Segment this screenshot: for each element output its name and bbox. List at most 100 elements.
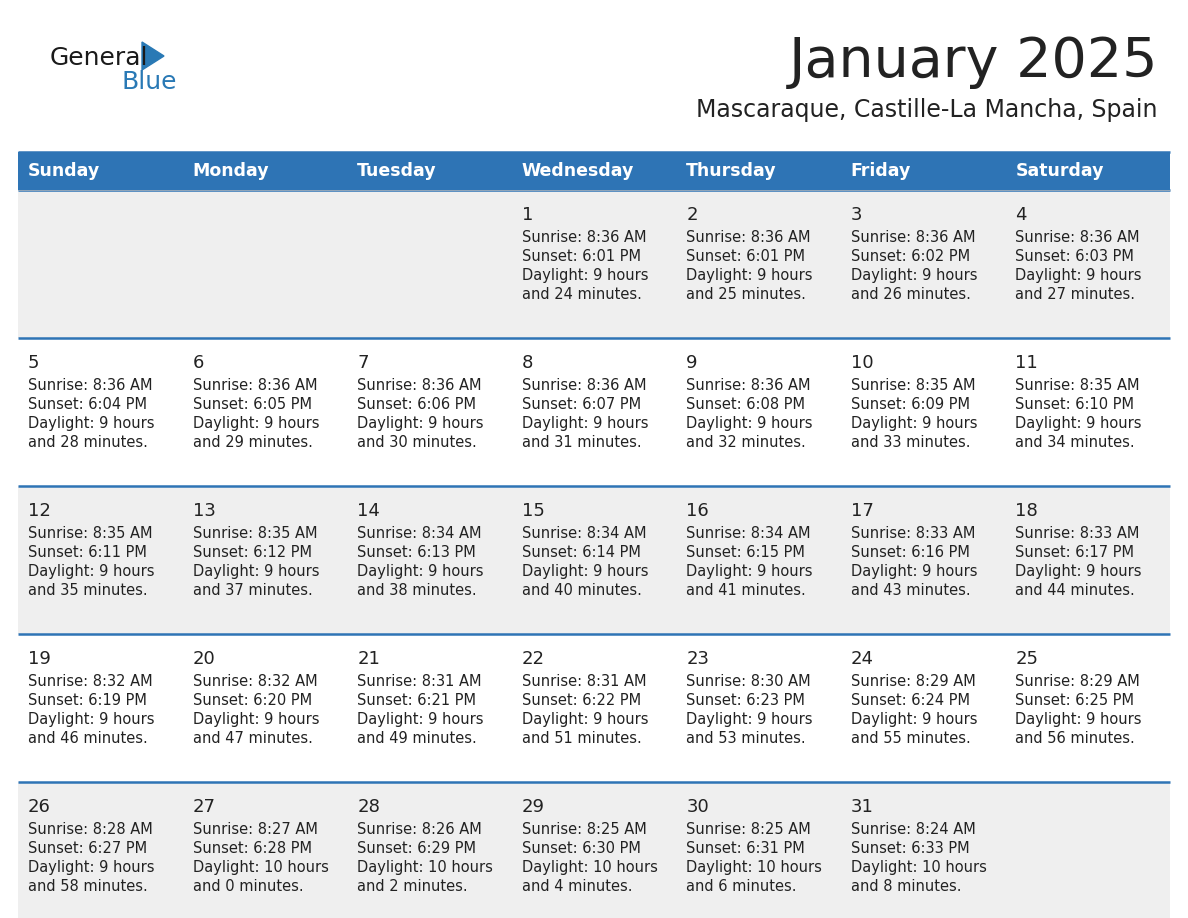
Text: Daylight: 9 hours: Daylight: 9 hours	[851, 712, 978, 727]
Text: and 34 minutes.: and 34 minutes.	[1016, 435, 1135, 450]
Text: Daylight: 9 hours: Daylight: 9 hours	[687, 416, 813, 431]
Text: 19: 19	[29, 650, 51, 668]
Text: and 29 minutes.: and 29 minutes.	[192, 435, 312, 450]
Text: Daylight: 9 hours: Daylight: 9 hours	[358, 416, 484, 431]
Text: Sunrise: 8:36 AM: Sunrise: 8:36 AM	[29, 378, 152, 393]
Text: 8: 8	[522, 354, 533, 372]
Text: Sunset: 6:05 PM: Sunset: 6:05 PM	[192, 397, 311, 412]
Text: 10: 10	[851, 354, 873, 372]
Text: 28: 28	[358, 798, 380, 816]
Text: Daylight: 10 hours: Daylight: 10 hours	[851, 860, 987, 875]
Text: 30: 30	[687, 798, 709, 816]
Text: and 41 minutes.: and 41 minutes.	[687, 583, 805, 598]
Text: 24: 24	[851, 650, 874, 668]
Bar	[18, 190, 1170, 338]
Text: Sunrise: 8:35 AM: Sunrise: 8:35 AM	[192, 526, 317, 541]
Text: Sunset: 6:08 PM: Sunset: 6:08 PM	[687, 397, 805, 412]
Text: and 51 minutes.: and 51 minutes.	[522, 731, 642, 746]
Text: 21: 21	[358, 650, 380, 668]
Text: Daylight: 10 hours: Daylight: 10 hours	[522, 860, 658, 875]
Text: Daylight: 9 hours: Daylight: 9 hours	[358, 564, 484, 579]
Text: Sunset: 6:07 PM: Sunset: 6:07 PM	[522, 397, 640, 412]
Text: Sunset: 6:11 PM: Sunset: 6:11 PM	[29, 545, 147, 560]
Text: Sunrise: 8:29 AM: Sunrise: 8:29 AM	[1016, 674, 1140, 689]
Text: Sunset: 6:33 PM: Sunset: 6:33 PM	[851, 841, 969, 856]
Text: Daylight: 9 hours: Daylight: 9 hours	[29, 712, 154, 727]
Text: and 37 minutes.: and 37 minutes.	[192, 583, 312, 598]
Text: Sunset: 6:24 PM: Sunset: 6:24 PM	[851, 693, 969, 708]
Text: Daylight: 9 hours: Daylight: 9 hours	[192, 416, 320, 431]
Text: Daylight: 10 hours: Daylight: 10 hours	[192, 860, 328, 875]
Text: Daylight: 9 hours: Daylight: 9 hours	[29, 860, 154, 875]
Text: and 0 minutes.: and 0 minutes.	[192, 879, 303, 894]
Text: Daylight: 9 hours: Daylight: 9 hours	[29, 416, 154, 431]
Text: Daylight: 9 hours: Daylight: 9 hours	[29, 564, 154, 579]
Text: and 26 minutes.: and 26 minutes.	[851, 287, 971, 302]
Text: Sunset: 6:19 PM: Sunset: 6:19 PM	[29, 693, 147, 708]
Bar	[18, 782, 1170, 918]
Text: Daylight: 10 hours: Daylight: 10 hours	[358, 860, 493, 875]
Text: Sunset: 6:09 PM: Sunset: 6:09 PM	[851, 397, 969, 412]
Text: Sunset: 6:27 PM: Sunset: 6:27 PM	[29, 841, 147, 856]
Text: January 2025: January 2025	[789, 35, 1158, 89]
Text: Sunset: 6:03 PM: Sunset: 6:03 PM	[1016, 249, 1135, 264]
Bar	[1005, 152, 1170, 190]
Text: Sunrise: 8:28 AM: Sunrise: 8:28 AM	[29, 822, 153, 837]
Text: 12: 12	[29, 502, 51, 520]
Bar	[18, 338, 1170, 486]
Text: Monday: Monday	[192, 162, 270, 180]
Text: 27: 27	[192, 798, 215, 816]
Text: General: General	[50, 46, 148, 70]
Text: Sunrise: 8:31 AM: Sunrise: 8:31 AM	[358, 674, 481, 689]
Text: Sunrise: 8:33 AM: Sunrise: 8:33 AM	[1016, 526, 1139, 541]
Text: Sunset: 6:12 PM: Sunset: 6:12 PM	[192, 545, 311, 560]
Text: Sunrise: 8:35 AM: Sunrise: 8:35 AM	[851, 378, 975, 393]
Text: Tuesday: Tuesday	[358, 162, 437, 180]
Text: Daylight: 9 hours: Daylight: 9 hours	[522, 564, 649, 579]
Text: 15: 15	[522, 502, 544, 520]
Text: and 47 minutes.: and 47 minutes.	[192, 731, 312, 746]
Text: Sunrise: 8:24 AM: Sunrise: 8:24 AM	[851, 822, 975, 837]
Text: and 24 minutes.: and 24 minutes.	[522, 287, 642, 302]
Text: Daylight: 9 hours: Daylight: 9 hours	[522, 712, 649, 727]
Text: Daylight: 9 hours: Daylight: 9 hours	[358, 712, 484, 727]
Bar	[347, 152, 512, 190]
Text: 17: 17	[851, 502, 873, 520]
Polygon shape	[143, 42, 164, 70]
Text: Sunset: 6:02 PM: Sunset: 6:02 PM	[851, 249, 969, 264]
Text: Daylight: 9 hours: Daylight: 9 hours	[687, 268, 813, 283]
Text: Sunset: 6:22 PM: Sunset: 6:22 PM	[522, 693, 640, 708]
Text: 29: 29	[522, 798, 545, 816]
Text: Daylight: 9 hours: Daylight: 9 hours	[851, 268, 978, 283]
Text: Daylight: 9 hours: Daylight: 9 hours	[192, 564, 320, 579]
Text: Sunset: 6:04 PM: Sunset: 6:04 PM	[29, 397, 147, 412]
Text: Sunset: 6:10 PM: Sunset: 6:10 PM	[1016, 397, 1135, 412]
Text: and 38 minutes.: and 38 minutes.	[358, 583, 476, 598]
Text: Daylight: 9 hours: Daylight: 9 hours	[687, 564, 813, 579]
Text: Sunrise: 8:36 AM: Sunrise: 8:36 AM	[358, 378, 481, 393]
Text: Daylight: 9 hours: Daylight: 9 hours	[851, 416, 978, 431]
Text: 5: 5	[29, 354, 39, 372]
Text: and 35 minutes.: and 35 minutes.	[29, 583, 147, 598]
Text: Sunrise: 8:35 AM: Sunrise: 8:35 AM	[1016, 378, 1140, 393]
Text: Sunrise: 8:36 AM: Sunrise: 8:36 AM	[522, 230, 646, 245]
Text: Thursday: Thursday	[687, 162, 777, 180]
Text: Sunset: 6:01 PM: Sunset: 6:01 PM	[522, 249, 640, 264]
Text: Sunrise: 8:36 AM: Sunrise: 8:36 AM	[1016, 230, 1140, 245]
Text: and 40 minutes.: and 40 minutes.	[522, 583, 642, 598]
Text: Sunset: 6:17 PM: Sunset: 6:17 PM	[1016, 545, 1135, 560]
Text: Daylight: 9 hours: Daylight: 9 hours	[1016, 564, 1142, 579]
Text: 9: 9	[687, 354, 697, 372]
Text: Sunset: 6:01 PM: Sunset: 6:01 PM	[687, 249, 805, 264]
Text: 26: 26	[29, 798, 51, 816]
Text: Wednesday: Wednesday	[522, 162, 634, 180]
Text: Sunrise: 8:26 AM: Sunrise: 8:26 AM	[358, 822, 482, 837]
Text: Sunrise: 8:31 AM: Sunrise: 8:31 AM	[522, 674, 646, 689]
Bar	[512, 152, 676, 190]
Text: and 25 minutes.: and 25 minutes.	[687, 287, 807, 302]
Text: Daylight: 9 hours: Daylight: 9 hours	[1016, 712, 1142, 727]
Text: 14: 14	[358, 502, 380, 520]
Text: and 28 minutes.: and 28 minutes.	[29, 435, 147, 450]
Text: Sunrise: 8:27 AM: Sunrise: 8:27 AM	[192, 822, 317, 837]
Text: Sunset: 6:21 PM: Sunset: 6:21 PM	[358, 693, 476, 708]
